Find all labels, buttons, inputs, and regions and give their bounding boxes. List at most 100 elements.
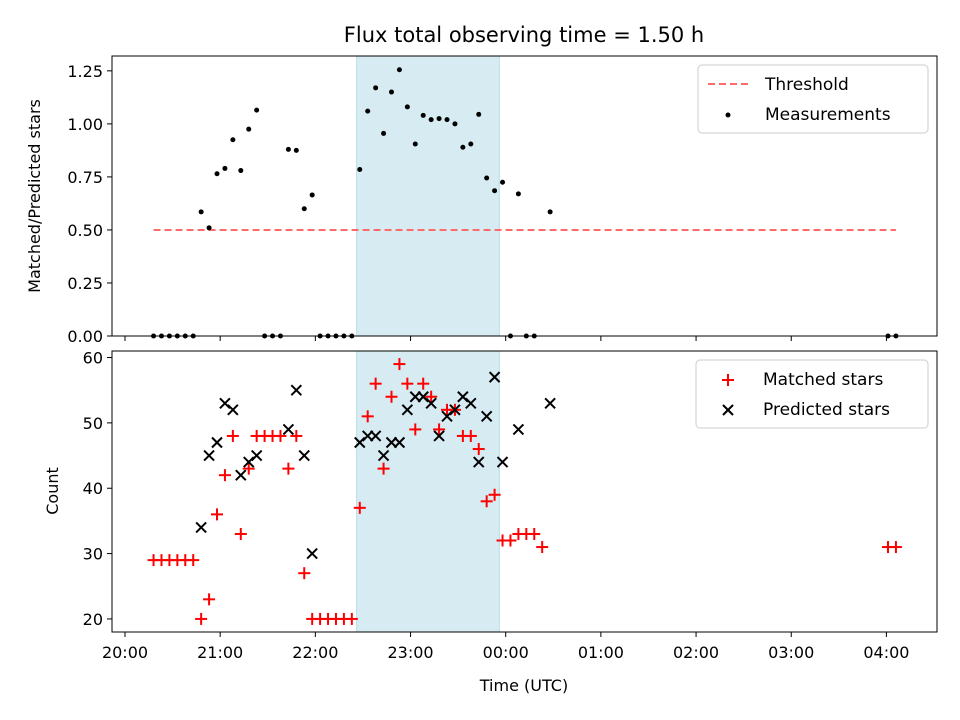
- measurement-point: [444, 117, 450, 123]
- legend-predicted-label: Predicted stars: [763, 400, 890, 420]
- matched-star-point: [282, 462, 295, 475]
- predicted-star-point: [544, 397, 556, 409]
- predicted-star-point: [250, 449, 263, 462]
- x-tick-label: 20:00: [102, 643, 148, 662]
- top-y-tick-label: 0.00: [67, 327, 103, 346]
- matched-star-point: [528, 527, 541, 540]
- x-tick-label: 02:00: [673, 643, 719, 662]
- top-legend-box: [697, 64, 929, 134]
- x-axis-label: Time (UTC): [479, 676, 568, 695]
- measurement-point: [198, 209, 204, 215]
- top-y-tick-label: 0.50: [67, 221, 103, 240]
- predicted-star-point: [496, 456, 509, 468]
- matched-star-point: [345, 612, 358, 625]
- top-y-tick-label: 0.25: [67, 274, 103, 293]
- x-tick-label: 00:00: [483, 643, 529, 662]
- measurement-point: [484, 175, 490, 181]
- bottom-y-tick-label: 20: [83, 610, 103, 629]
- measurement-point: [404, 104, 410, 110]
- matched-star-point: [409, 423, 422, 436]
- bottom-axes-frame: [111, 350, 938, 633]
- measurement-point: [515, 191, 521, 197]
- x-tick-label: 03:00: [768, 643, 814, 662]
- legend-matched-label: Matched stars: [763, 370, 883, 390]
- measurement-point: [436, 116, 442, 122]
- measurement-point: [468, 141, 474, 147]
- predicted-star-point: [290, 384, 303, 396]
- matched-star-point: [274, 429, 287, 442]
- bottom-y-tick-label: 60: [83, 349, 103, 368]
- predicted-star-point: [227, 404, 239, 416]
- matched-star-point: [369, 377, 382, 390]
- measurement-point: [214, 171, 220, 177]
- x-tick-label: 23:00: [387, 643, 433, 662]
- measurement-point: [365, 108, 371, 114]
- measurement-point: [293, 147, 299, 153]
- bottom-legend-box: [695, 359, 929, 429]
- predicted-star-point: [211, 436, 223, 449]
- bottom-panel: 20 30 40 50 60 20:00 21:00 22:00 23:00 00:00 01:0…: [43, 349, 938, 695]
- bottom-y-tick-label: 50: [83, 414, 103, 433]
- measurement-point: [373, 85, 379, 91]
- predicted-star-point: [433, 430, 445, 442]
- matched-star-point: [218, 469, 231, 482]
- top-y-tick-label: 1.00: [67, 115, 103, 134]
- matched-star-point: [425, 390, 438, 403]
- legend-threshold-label: Threshold: [764, 75, 849, 95]
- x-tick-label: 21:00: [197, 643, 243, 662]
- measurement-point: [357, 166, 363, 172]
- predicted-star-point: [512, 423, 525, 436]
- measurement-point: [460, 144, 466, 150]
- matched-star-point: [298, 567, 311, 580]
- matched-star-point: [417, 377, 430, 390]
- matched-star-point: [290, 429, 303, 442]
- observing-span: [356, 350, 500, 633]
- legend-measurements-label: Measurements: [765, 105, 891, 125]
- predicted-star-point: [195, 521, 207, 534]
- predicted-star-point: [393, 436, 406, 449]
- measurement-point: [396, 67, 402, 73]
- top-panel: 0.00 0.25 0.50 0.75 1.00 1.25 Matched/Predict…: [25, 55, 938, 346]
- predicted-star-point: [465, 397, 477, 409]
- measurement-point: [206, 225, 212, 231]
- matched-star-point: [234, 527, 247, 540]
- matched-star-point: [504, 534, 517, 547]
- matched-star-point: [464, 429, 477, 442]
- matched-star-point: [393, 358, 406, 371]
- bottom-y-tick-label: 40: [83, 479, 103, 498]
- matched-star-point: [195, 612, 208, 625]
- measurement-point: [230, 137, 236, 143]
- matched-star-point: [203, 593, 216, 606]
- bottom-y-axis-label: Count: [43, 467, 62, 515]
- measurement-point: [547, 209, 553, 215]
- predicted-star-point: [235, 469, 247, 481]
- matched-star-point: [472, 443, 485, 456]
- matched-star-point: [211, 508, 224, 521]
- matched-star-point: [187, 554, 200, 567]
- matched-star-point: [226, 429, 239, 442]
- measurement-point: [492, 188, 498, 194]
- legend-matched-swatch: [722, 374, 734, 386]
- matched-star-point: [480, 495, 493, 508]
- x-tick-label: 04:00: [863, 643, 909, 662]
- measurement-point: [254, 107, 260, 113]
- predicted-star-point: [480, 410, 493, 423]
- measurement-point: [420, 112, 426, 118]
- bottom-legend: Matched stars Predicted stars: [695, 359, 929, 429]
- measurement-point: [388, 89, 394, 95]
- x-tick-label: 01:00: [578, 643, 624, 662]
- predicted-star-point: [306, 547, 318, 560]
- top-y-tick-label: 1.25: [67, 62, 103, 81]
- matched-star-point: [242, 462, 255, 475]
- predicted-star-point: [298, 449, 310, 462]
- matched-star-point: [488, 488, 501, 501]
- measurement-point: [222, 165, 228, 171]
- bottom-y-tick-label: 30: [83, 545, 103, 564]
- measurement-point: [381, 130, 387, 136]
- matched-star-point: [361, 410, 374, 423]
- predicted-star-point: [377, 449, 390, 462]
- top-legend: Threshold Measurements: [697, 64, 929, 134]
- measurement-point: [500, 179, 506, 185]
- measurement-point: [452, 121, 458, 127]
